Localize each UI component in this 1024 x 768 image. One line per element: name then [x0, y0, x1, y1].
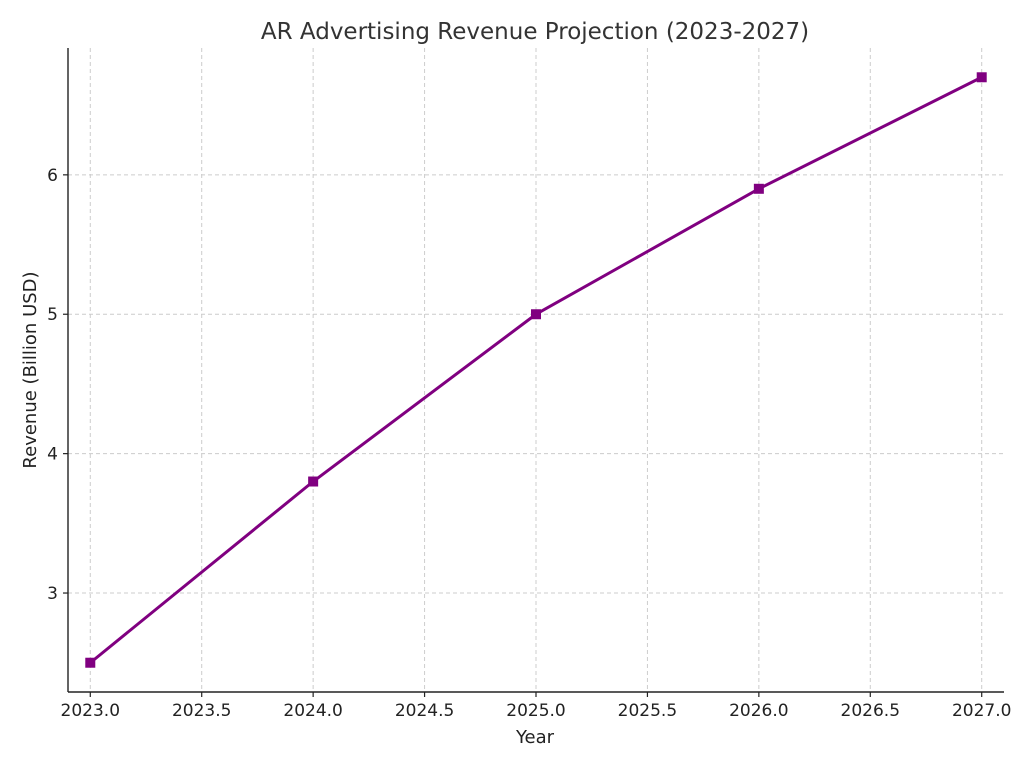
y-tick-label: 5	[47, 305, 58, 325]
x-tick-label: 2023.0	[61, 701, 120, 721]
tick-labels: 2023.0 2023.5 2024.0 2024.5 2025.0 2025.5 2026…	[47, 166, 1011, 721]
x-tick-label: 2023.5	[172, 701, 231, 721]
x-tick-label: 2025.0	[506, 701, 565, 721]
x-tick-label: 2024.0	[283, 701, 342, 721]
y-tick-label: 3	[47, 584, 58, 604]
grid	[68, 48, 1004, 692]
data-point-marker	[308, 476, 319, 487]
x-tick-label: 2026.0	[729, 701, 788, 721]
x-tick-label: 2026.5	[841, 701, 900, 721]
data-point-marker	[85, 657, 96, 668]
x-tick-label: 2025.5	[618, 701, 677, 721]
data-point-marker	[531, 309, 541, 320]
series	[85, 72, 987, 668]
x-tick-label: 2024.5	[395, 701, 454, 721]
chart-title: AR Advertising Revenue Projection (2023-…	[261, 19, 809, 45]
data-point-marker	[976, 72, 987, 83]
axes	[63, 48, 1004, 697]
x-axis-label: Year	[515, 727, 555, 748]
y-axis-label: Revenue (Billion USD)	[20, 271, 41, 468]
data-point-marker	[753, 183, 764, 194]
y-tick-label: 6	[47, 166, 58, 186]
x-tick-label: 2027.0	[952, 701, 1011, 721]
y-tick-label: 4	[47, 445, 58, 465]
